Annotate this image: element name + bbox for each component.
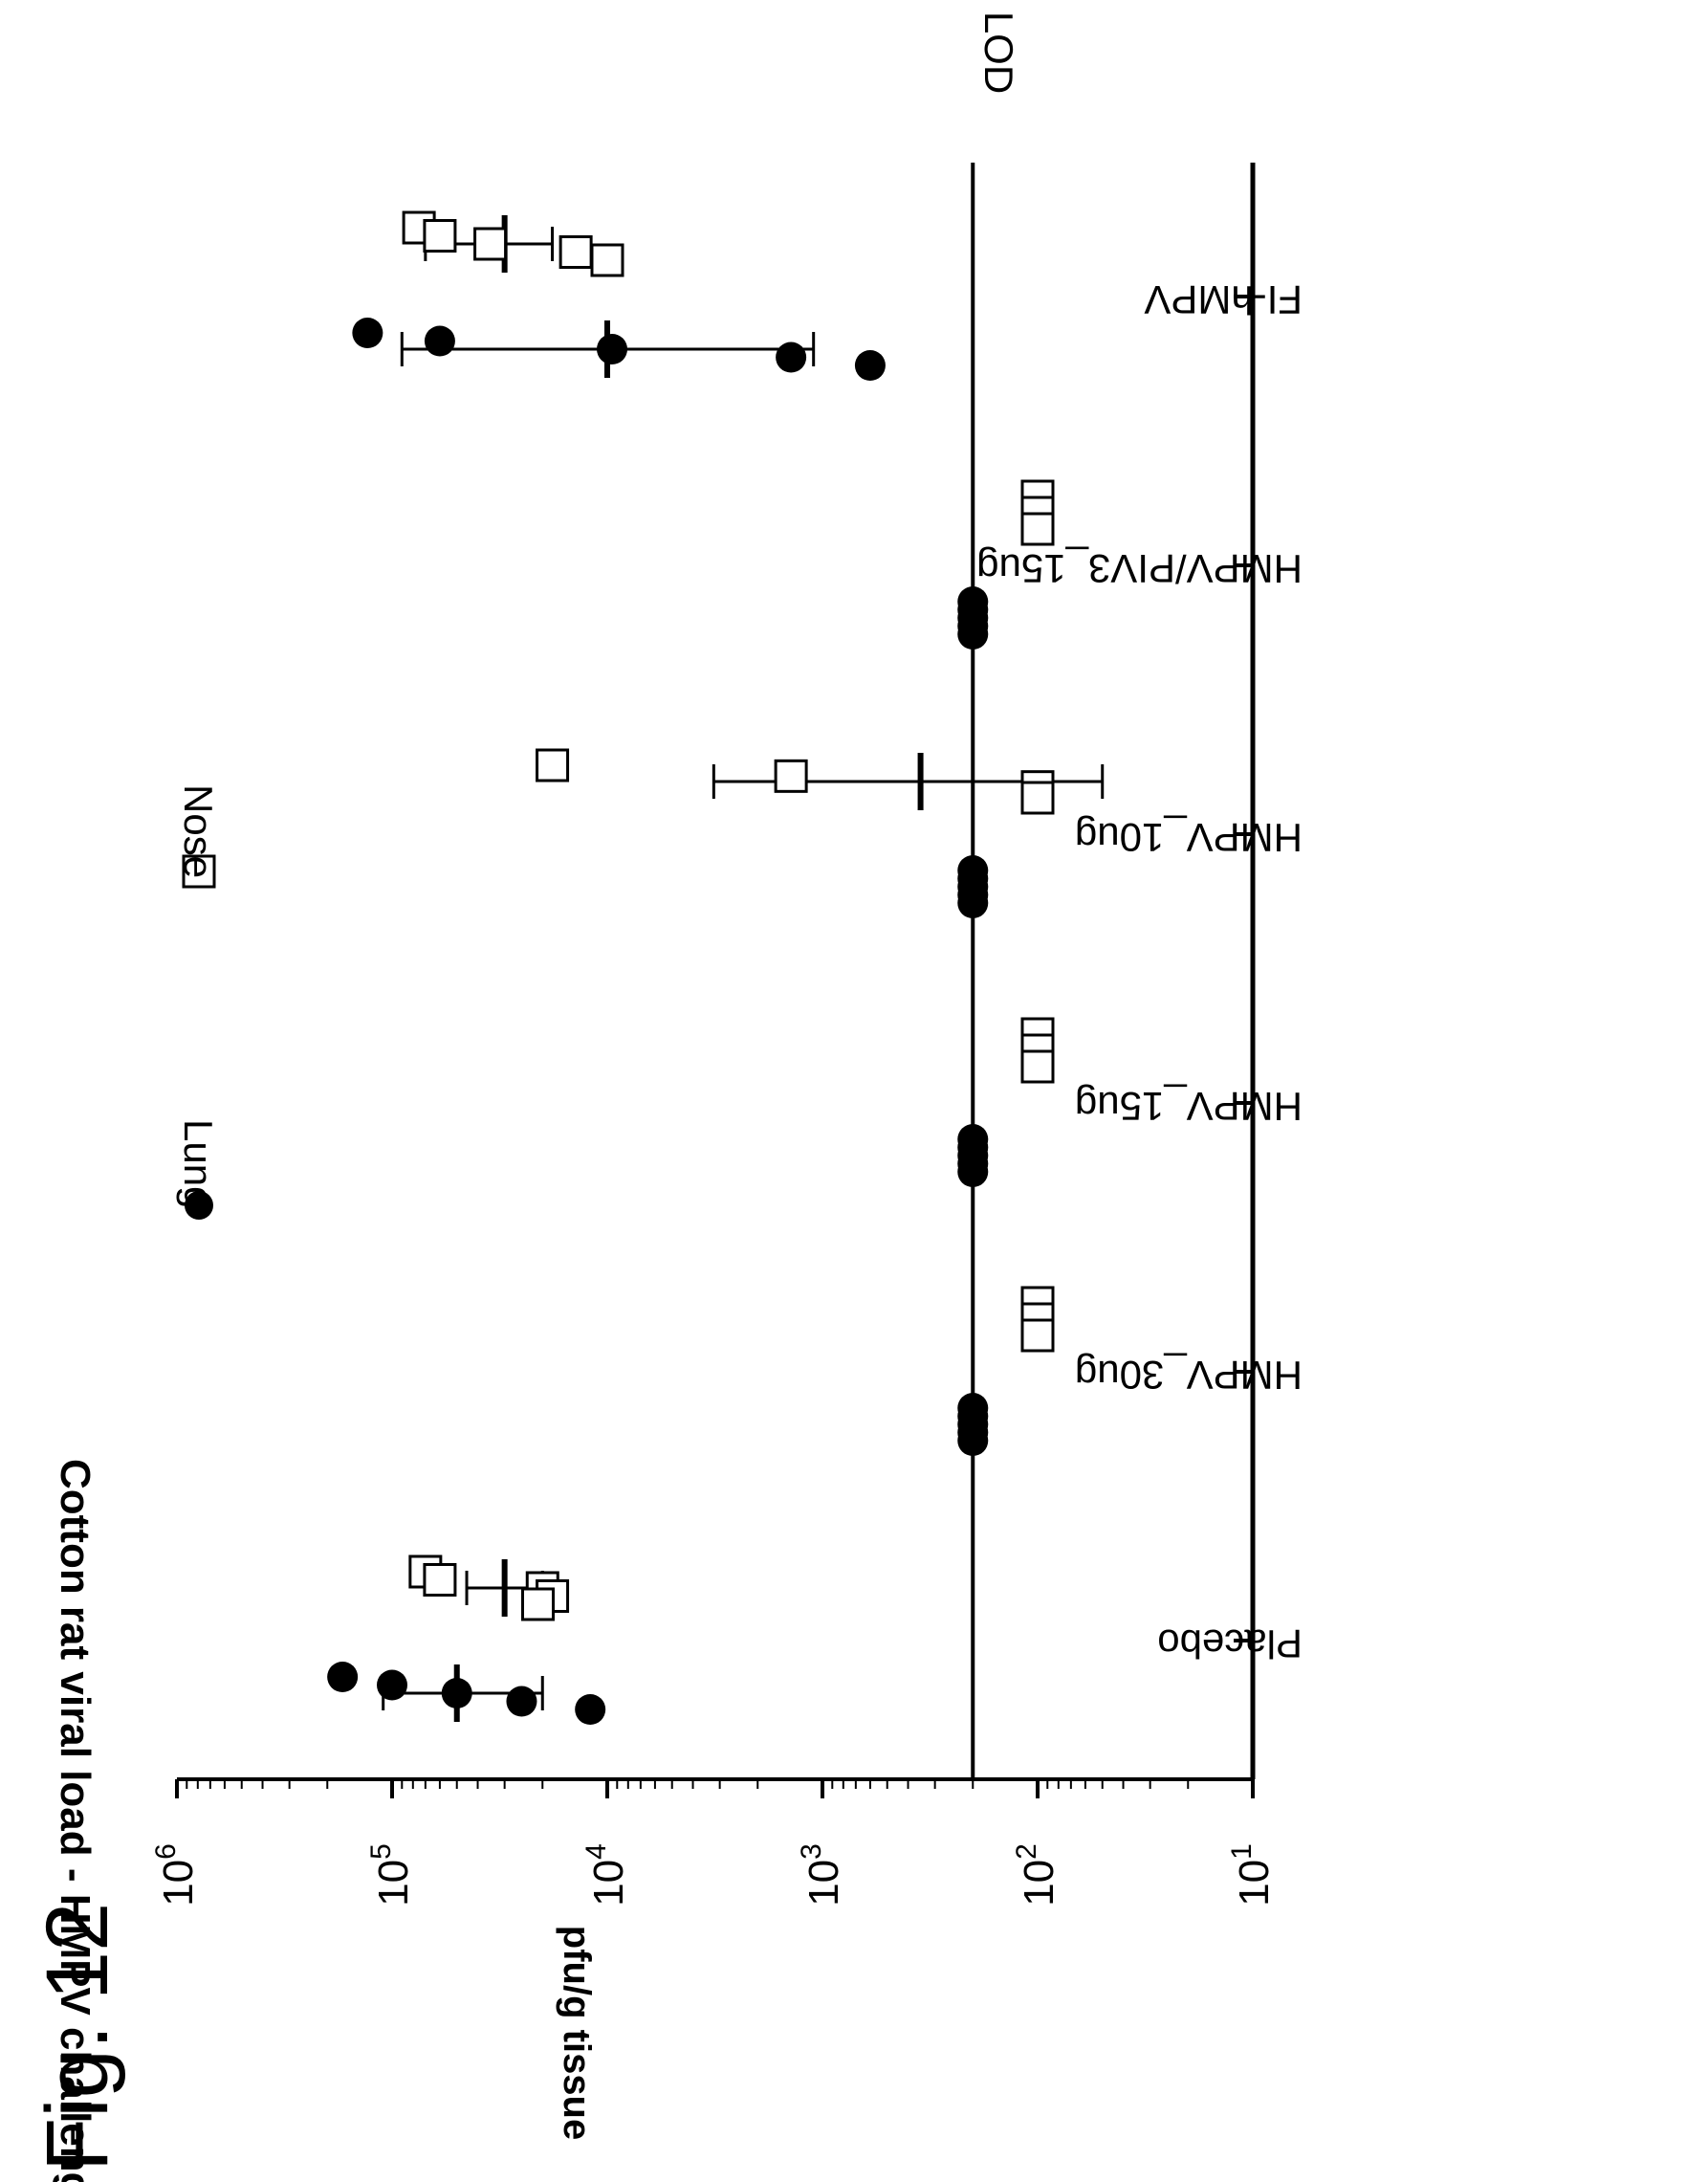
legend-marker-nose <box>182 854 216 889</box>
category-label: Placebo <box>1157 1621 1303 1666</box>
category-label: FI-hMPV <box>1144 277 1303 322</box>
legend-label-nose: Nose <box>176 784 221 878</box>
nose-point <box>423 1563 457 1597</box>
category-label: HMPV_10ug <box>1075 815 1303 860</box>
y-tick-base: 10 <box>370 1860 417 1906</box>
legend-marker-lung <box>185 1191 213 1220</box>
lung-point <box>957 1425 989 1456</box>
category-label: HMPV/PIV3_15ug <box>976 546 1303 591</box>
legend-label-lung: Lung <box>176 1119 221 1208</box>
y-tick-base: 10 <box>1016 1860 1062 1906</box>
lung-point <box>776 342 807 373</box>
y-tick-exponent: 1 <box>1226 1843 1258 1860</box>
y-tick-base: 10 <box>155 1860 202 1906</box>
y-tick-exponent: 6 <box>150 1843 182 1860</box>
y-tick-label: 104 <box>580 1843 632 1906</box>
nose-point <box>1020 512 1055 546</box>
legend-item-nose: Nose <box>176 784 221 889</box>
nose-point <box>1020 781 1055 815</box>
lung-point <box>957 1157 989 1187</box>
lung-point <box>575 1694 606 1725</box>
y-tick-label: 103 <box>796 1843 847 1906</box>
y-tick-label: 105 <box>365 1843 417 1906</box>
nose-point <box>521 1587 556 1621</box>
y-tick-base: 10 <box>800 1860 847 1906</box>
category-label: HMPV_15ug <box>1075 1084 1303 1129</box>
axes <box>177 163 1256 1781</box>
y-tick-exponent: 5 <box>365 1843 397 1860</box>
y-tick-exponent: 3 <box>796 1843 827 1860</box>
lung-point <box>854 350 886 381</box>
nose-point <box>536 748 570 782</box>
nose-point <box>1020 1049 1055 1084</box>
lung-point <box>957 888 989 918</box>
category-label: HMPV_30ug <box>1075 1353 1303 1398</box>
y-tick-label: 102 <box>1011 1843 1062 1906</box>
data-marks <box>327 210 1105 1725</box>
nose-point <box>590 243 624 277</box>
lung-point <box>424 325 455 357</box>
legend: Lung Nose <box>176 784 221 1220</box>
lung-point <box>506 1686 537 1717</box>
y-tick-exponent: 2 <box>1011 1843 1042 1860</box>
nose-point <box>1020 1318 1055 1353</box>
figure-label: Fig. 12 <box>29 1903 126 2171</box>
y-tick-base: 10 <box>585 1860 632 1906</box>
nose-point <box>774 759 808 793</box>
y-tick-label: 101 <box>1226 1843 1278 1906</box>
lung-point <box>441 1678 472 1708</box>
lod-label: LOD <box>976 11 1021 94</box>
y-tick-base: 10 <box>1231 1860 1278 1906</box>
lung-point <box>327 1662 359 1692</box>
lung-point <box>377 1669 407 1701</box>
lung-point <box>957 619 989 650</box>
chart-title: Cotton rat viral load - HMPV challenge <box>52 1459 99 2182</box>
lung-point <box>352 318 383 348</box>
nose-point <box>423 219 457 253</box>
nose-point <box>558 235 593 269</box>
lung-point <box>597 334 628 364</box>
category-ticks: Placebo HMPV_30ug HMPV_15ug HMPV_10ug HMPV/P… <box>976 277 1303 1666</box>
y-tick-label: 106 <box>150 1843 202 1906</box>
y-tick-exponent: 4 <box>580 1843 612 1860</box>
legend-item-lung: Lung <box>176 1119 221 1220</box>
y-axis-label: pfu/g tissue <box>556 1926 598 2140</box>
nose-point <box>473 227 508 261</box>
